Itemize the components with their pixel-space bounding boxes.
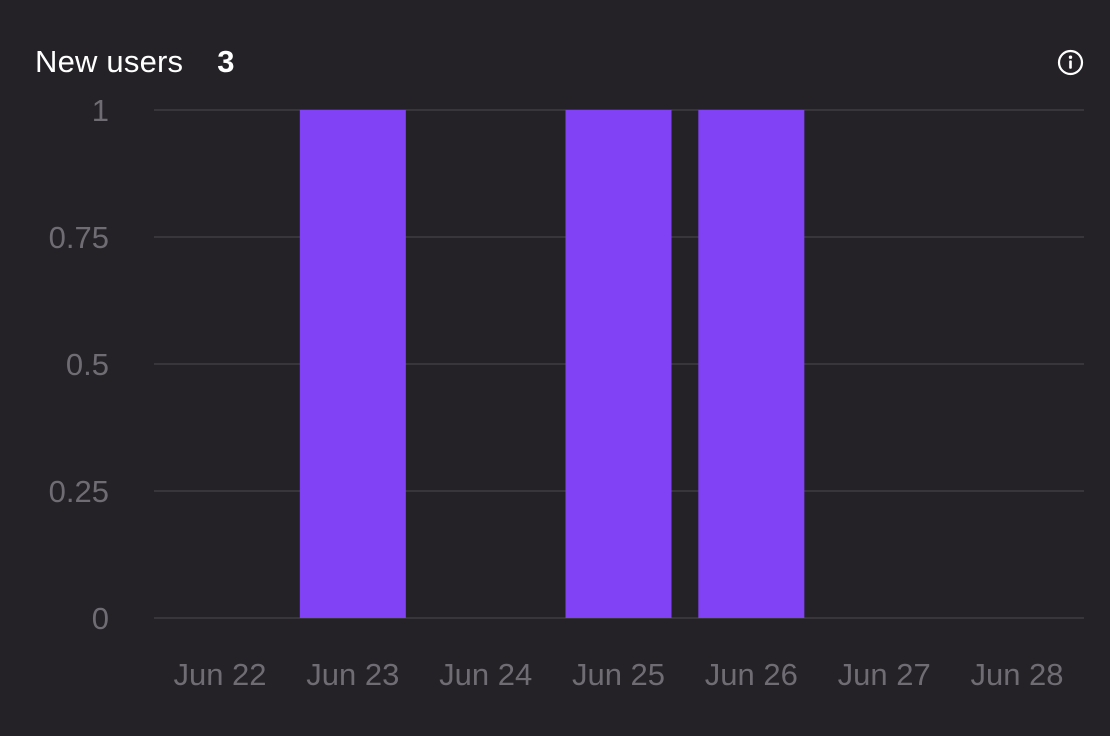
card-title: New users xyxy=(35,44,184,79)
y-tick-label: 0.75 xyxy=(49,220,109,255)
bars xyxy=(299,110,805,618)
bar[interactable] xyxy=(565,110,672,618)
y-axis-ticks: 0 0.25 0.5 0.75 1 xyxy=(49,93,109,636)
card-header: New users 3 xyxy=(35,42,234,82)
x-tick-label: Jun 26 xyxy=(705,657,798,692)
y-tick-label: 0.5 xyxy=(66,347,109,382)
x-axis-ticks: Jun 22 Jun 23 Jun 24 Jun 25 Jun 26 Jun 27 Jun … xyxy=(173,657,1063,692)
x-tick-label: Jun 24 xyxy=(439,657,532,692)
x-tick-label: Jun 27 xyxy=(838,657,931,692)
y-tick-label: 1 xyxy=(92,93,109,128)
x-tick-label: Jun 25 xyxy=(572,657,665,692)
info-icon[interactable] xyxy=(1057,49,1084,76)
bar[interactable] xyxy=(698,110,805,618)
y-tick-label: 0.25 xyxy=(49,474,109,509)
x-tick-label: Jun 28 xyxy=(970,657,1063,692)
total-count: 3 xyxy=(217,44,235,79)
x-tick-label: Jun 23 xyxy=(306,657,399,692)
x-tick-label: Jun 22 xyxy=(173,657,266,692)
bar[interactable] xyxy=(299,110,406,618)
y-tick-label: 0 xyxy=(92,601,109,636)
